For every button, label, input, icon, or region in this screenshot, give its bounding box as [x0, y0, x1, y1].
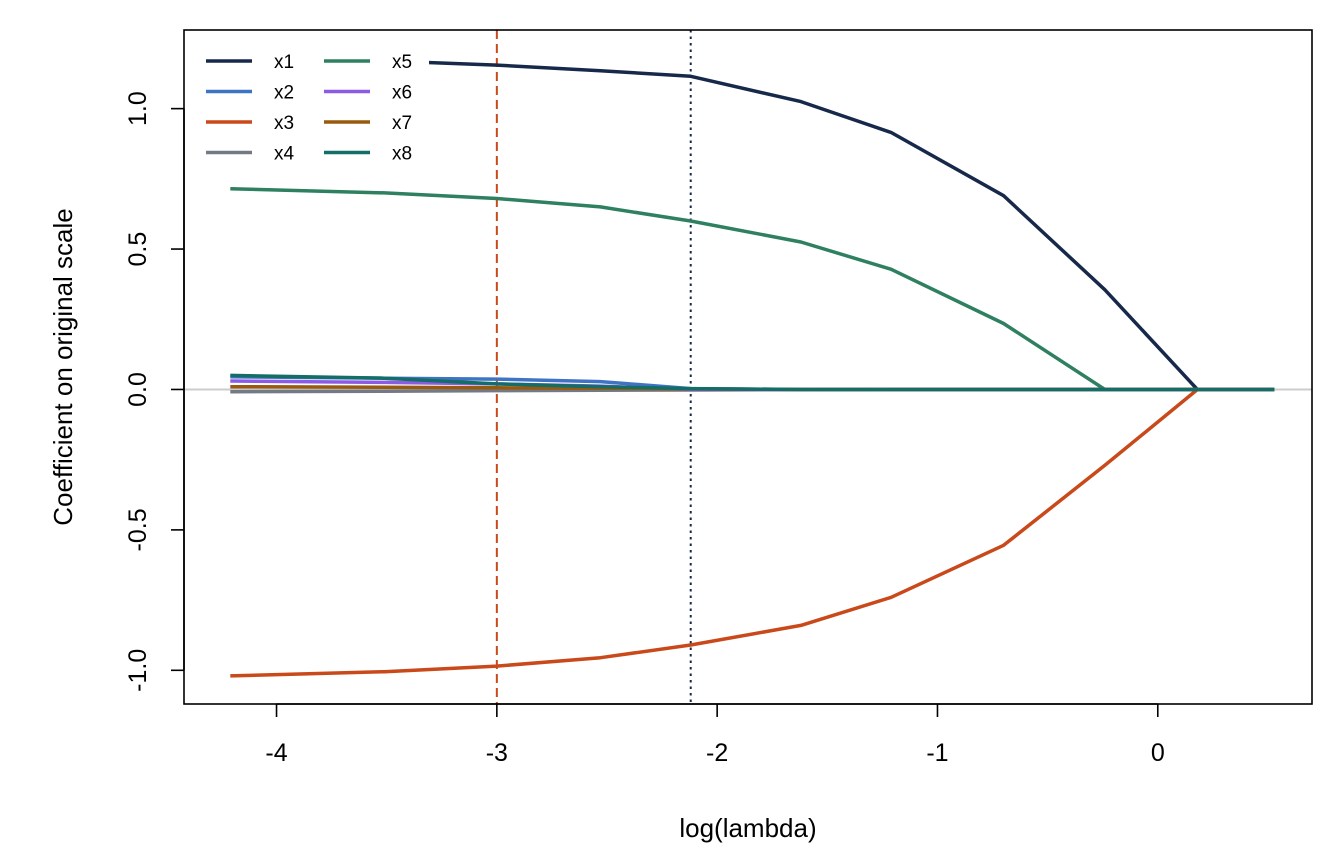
legend-label-x7: x7 [392, 113, 412, 134]
chart-marks [184, 30, 1312, 704]
legend-label-x2: x2 [274, 83, 294, 104]
legend-label-x1: x1 [274, 52, 294, 73]
x-tick-label: -4 [265, 739, 287, 767]
series-line-x1 [230, 53, 1275, 392]
series-line-x5 [230, 186, 1275, 392]
x-tick-label: -1 [926, 739, 948, 767]
y-tick-label: 0.0 [124, 372, 152, 407]
x-tick-label: 0 [1151, 739, 1165, 767]
y-axis-title: Coefficient on original scale [48, 208, 78, 525]
series-line-x8 [230, 373, 1275, 392]
legend-label-x5: x5 [392, 52, 412, 73]
y-tick-label: -1.0 [124, 649, 152, 692]
y-tick-label: 1.0 [124, 91, 152, 126]
y-tick-label: 0.5 [124, 232, 152, 267]
legend-label-x8: x8 [392, 144, 412, 165]
y-tick-label: -0.5 [124, 508, 152, 551]
x-axis-title: log(lambda) [679, 813, 816, 843]
legend-label-x6: x6 [392, 83, 412, 104]
x-tick-label: -3 [486, 739, 508, 767]
x-tick-label: -2 [706, 739, 728, 767]
legend: x1 x2 x3 x4 x5 x6 x7 x8 [185, 31, 429, 179]
legend-box [185, 31, 429, 179]
legend-label-x3: x3 [274, 113, 294, 134]
axes: -4 -3 -2 -1 0 -1.0 -0.5 0.0 0.5 1.0 [124, 91, 1165, 767]
series-line-x3 [230, 387, 1275, 678]
legend-label-x4: x4 [274, 144, 295, 165]
